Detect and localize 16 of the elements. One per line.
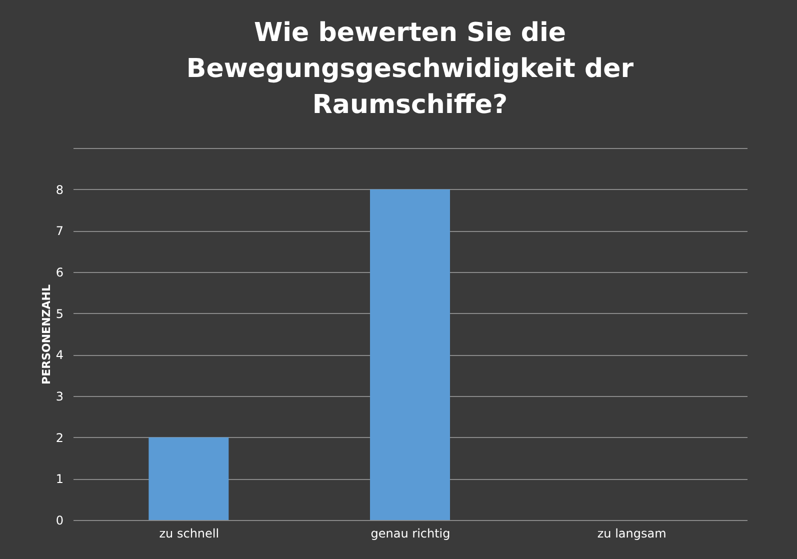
y-tick-label: 1 — [56, 472, 64, 486]
y-tick-label: 4 — [56, 348, 64, 362]
x-tick-label: zu schnell — [159, 526, 220, 540]
x-tick-label: zu langsam — [597, 526, 666, 540]
y-tick-label: 8 — [56, 182, 64, 197]
y-tick-label: 2 — [56, 430, 64, 445]
text: Bewegungsgeschwidigkeit der — [186, 54, 634, 84]
text: Wie bewerten Sie die — [254, 18, 566, 48]
y-tick-label: 6 — [56, 266, 64, 280]
y-tick-label: 0 — [56, 514, 64, 528]
y-tick-label: 3 — [56, 390, 64, 404]
y-tick-label: 7 — [56, 224, 64, 238]
text: Raumschiffe? — [312, 90, 508, 120]
x-tick-label: genau richtig — [370, 526, 450, 540]
y-axis-title: PERSONENZAHL — [40, 284, 53, 384]
y-tick-label: 5 — [56, 306, 64, 321]
